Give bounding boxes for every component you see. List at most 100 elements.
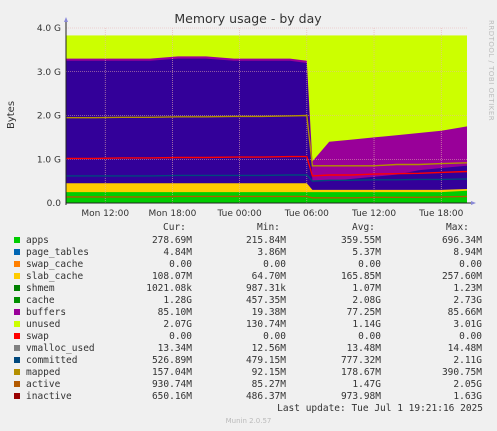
plot-area: 0.0 1.0 G 2.0 G 3.0 G 4.0 G Mon 12:00 Mon 18:0… [37, 17, 476, 219]
legend-swatch [14, 249, 20, 255]
legend-series-name: cache [26, 295, 55, 306]
legend-swatch [14, 297, 20, 303]
legend-row-unused: unused 2.07G 130.74M 1.14G 3.01G [0, 319, 497, 331]
x-axis-arrow [471, 201, 476, 205]
inactive-line [66, 155, 468, 177]
memory-usage-chart: Memory usage - by day Bytes 0.0 1.0 G 2.0 … [6, 11, 476, 219]
legend-header-avg: Avg: [352, 222, 375, 233]
legend-value-avg: 178.67M [340, 367, 381, 378]
legend-value-cur: 278.69M [151, 235, 192, 246]
legend-value-max: 1.23M [453, 283, 482, 294]
y-tick-label: 1.0 G [37, 155, 61, 165]
legend-swatch [14, 261, 20, 267]
legend-value-min: 64.70M [251, 271, 286, 282]
x-tick-label: Tue 12:00 [351, 209, 396, 219]
legend-header-min: Min: [257, 222, 280, 233]
legend-swatch [14, 393, 20, 399]
legend-value-avg: 1.47G [352, 379, 381, 390]
legend-value-avg: 77.25M [346, 307, 381, 318]
legend-value-min: 85.27M [251, 379, 286, 390]
legend-value-min: 0.00 [263, 259, 286, 270]
y-tick-label: 3.0 G [37, 68, 61, 78]
legend-value-cur: 1021.08k [146, 283, 192, 294]
legend-row-swap: swap 0.00 0.00 0.00 0.00 [0, 331, 497, 343]
mapped-line [66, 195, 468, 199]
legend-series-name: inactive [26, 391, 72, 402]
legend-value-max: 0.00 [459, 331, 482, 342]
legend-value-avg: 1.07M [352, 283, 381, 294]
legend-header-max: Max: [446, 222, 469, 233]
legend-swatch [14, 369, 20, 375]
legend-value-min: 987.31k [245, 283, 286, 294]
x-tick-label: Tue 18:00 [418, 209, 463, 219]
legend-swatch [14, 285, 20, 291]
legend-series-name: active [26, 379, 61, 390]
legend-value-avg: 1.14G [352, 319, 381, 330]
legend-value-min: 92.15M [251, 367, 286, 378]
committed-line [66, 174, 468, 182]
legend-value-min: 130.74M [245, 319, 286, 330]
legend-value-avg: 0.00 [358, 331, 381, 342]
legend-swatch [14, 345, 20, 351]
legend-value-cur: 4.84M [163, 247, 192, 258]
legend-header-cur: Cur: [163, 222, 186, 233]
legend-value-avg: 5.37M [352, 247, 381, 258]
legend-value-max: 696.34M [441, 235, 482, 246]
legend-value-max: 14.48M [447, 343, 482, 354]
legend-series-name: mapped [26, 367, 61, 378]
legend-value-cur: 2.07G [163, 319, 192, 330]
legend-series-name: slab_cache [26, 271, 84, 282]
active-line [66, 114, 468, 167]
y-axis-label: Bytes [6, 101, 17, 129]
legend-row-committed: committed 526.89M 479.15M 777.32M 2.11G [0, 355, 497, 367]
legend-series-name: shmem [26, 283, 55, 294]
legend-row-vmalloc-used: vmalloc_used 13.34M 12.56M 13.48M 14.48M [0, 343, 497, 355]
legend-value-avg: 165.85M [340, 271, 381, 282]
legend-value-max: 85.66M [447, 307, 482, 318]
legend-value-cur: 0.00 [169, 259, 192, 270]
legend-value-max: 2.05G [453, 379, 482, 390]
legend-swatch [14, 237, 20, 243]
legend-swatch [14, 381, 20, 387]
legend-value-avg: 359.55M [340, 235, 381, 246]
legend-value-cur: 930.74M [151, 379, 192, 390]
legend-value-max: 8.94M [453, 247, 482, 258]
legend-value-max: 1.63G [453, 391, 482, 402]
legend-series-name: swap [26, 331, 49, 342]
legend-value-min: 486.37M [245, 391, 286, 402]
y-tick-label: 4.0 G [37, 24, 61, 34]
last-update-text: Last update: Tue Jul 1 19:21:16 2025 [277, 403, 483, 414]
legend-row-buffers: buffers 85.10M 19.38M 77.25M 85.66M [0, 307, 497, 319]
legend-value-max: 0.00 [459, 259, 482, 270]
x-tick-label: Tue 06:00 [284, 209, 329, 219]
legend-swatch [14, 357, 20, 363]
legend-series-name: committed [26, 355, 78, 366]
legend-series-name: swap_cache [26, 259, 84, 270]
y-axis-arrow [64, 17, 68, 22]
legend-row-swap-cache: swap_cache 0.00 0.00 0.00 0.00 [0, 259, 497, 271]
legend-row-page-tables: page_tables 4.84M 3.86M 5.37M 8.94M [0, 247, 497, 259]
legend-value-max: 2.11G [453, 355, 482, 366]
legend-series-name: unused [26, 319, 61, 330]
legend-swatch [14, 273, 20, 279]
legend-value-max: 3.01G [453, 319, 482, 330]
shmem-area [66, 58, 467, 203]
legend-value-avg: 2.08G [352, 295, 381, 306]
legend-value-cur: 85.10M [157, 307, 192, 318]
legend-value-min: 19.38M [251, 307, 286, 318]
x-tick-label: Mon 18:00 [149, 209, 197, 219]
y-tick-label: 2.0 G [37, 112, 61, 122]
legend-series-name: buffers [26, 307, 67, 318]
legend-row-inactive: inactive 650.16M 486.37M 973.98M 1.63G [0, 391, 497, 403]
legend-swatch [14, 321, 20, 327]
legend-row-apps: apps 278.69M 215.84M 359.55M 696.34M [0, 235, 497, 247]
chart-title: Memory usage - by day [174, 11, 322, 26]
legend-row-mapped: mapped 157.04M 92.15M 178.67M 390.75M [0, 367, 497, 379]
legend-value-min: 457.35M [245, 295, 286, 306]
legend-value-avg: 13.48M [346, 343, 381, 354]
legend-value-min: 0.00 [263, 331, 286, 342]
legend-swatch [14, 333, 20, 339]
legend-value-cur: 108.07M [151, 271, 192, 282]
legend-value-cur: 526.89M [151, 355, 192, 366]
legend-value-cur: 650.16M [151, 391, 192, 402]
